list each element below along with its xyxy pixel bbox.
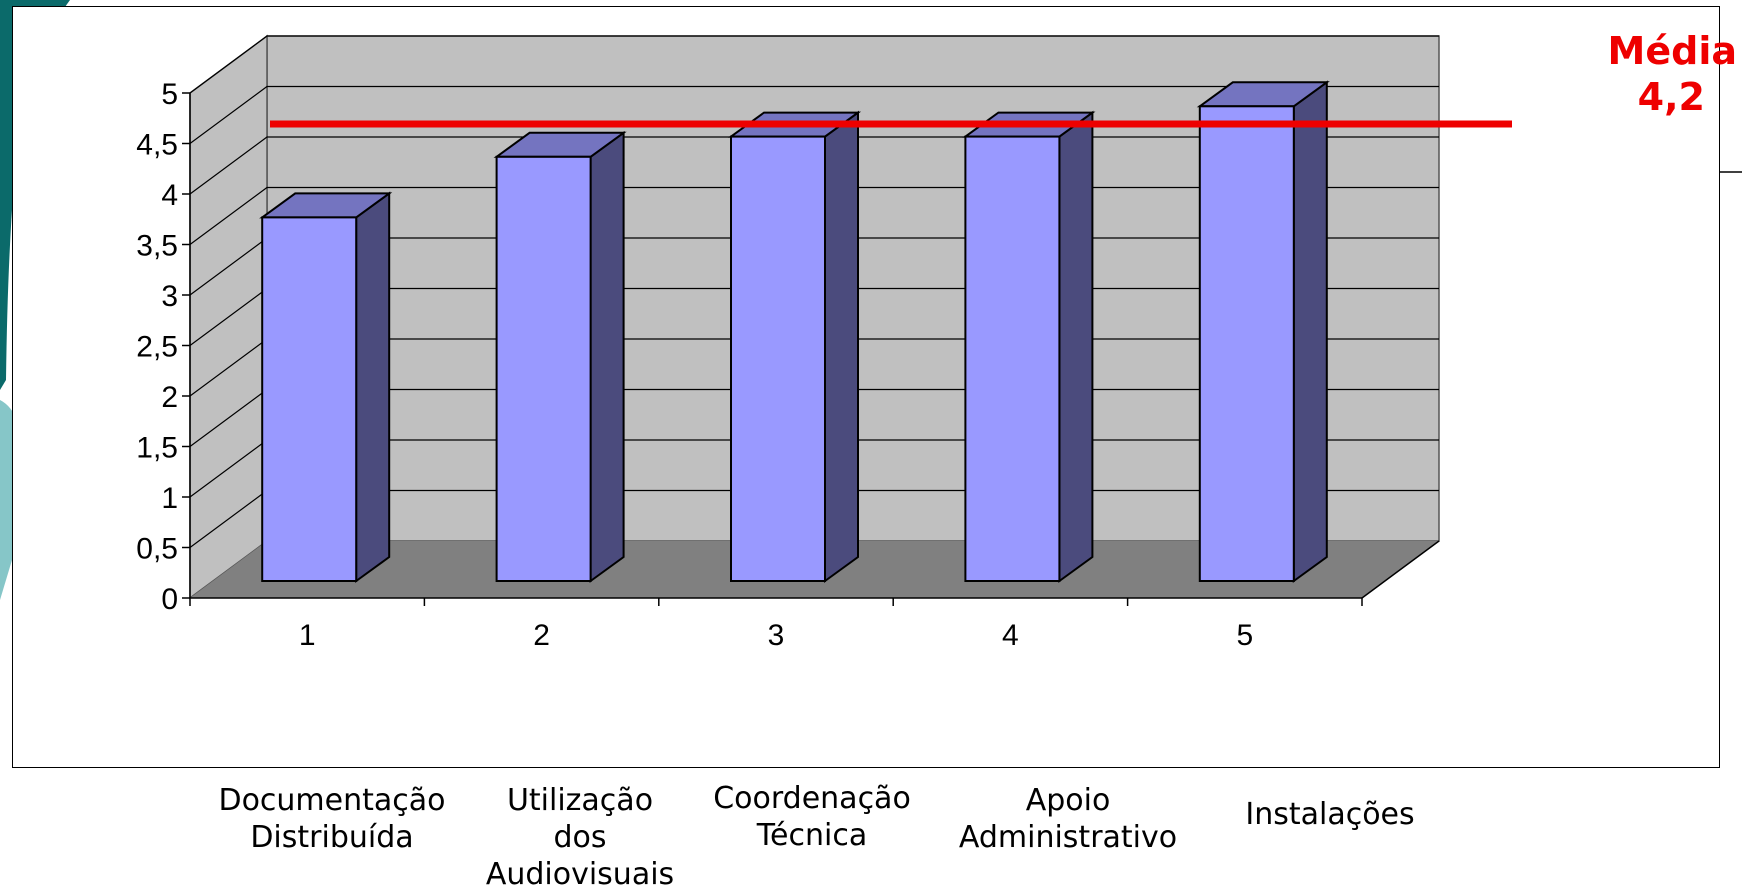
x-tick-label: 3 — [768, 619, 785, 652]
bar-side — [824, 110, 859, 583]
y-tick-label: 0 — [161, 583, 178, 616]
y-tick-label: 3 — [161, 280, 178, 313]
gridline — [189, 85, 1439, 144]
gridline — [189, 35, 1439, 94]
bar-side — [1292, 80, 1328, 583]
average-label-line2: 4,2 — [1638, 75, 1705, 119]
bar-side — [1058, 110, 1094, 583]
x-tick-label: 5 — [1236, 619, 1253, 652]
y-tick-label: 1,5 — [136, 432, 178, 465]
x-tick-label: 4 — [1002, 619, 1019, 652]
y-tick-label: 1 — [161, 482, 178, 515]
bar-side — [355, 191, 391, 583]
y-tick-label: 5 — [161, 78, 178, 111]
chart-bars — [259, 80, 1330, 583]
category-description: Utilização dos Audiovisuais — [485, 783, 675, 892]
bar-front — [964, 135, 1061, 582]
bar-front — [730, 135, 826, 582]
category-description: Coordenação Técnica — [713, 781, 911, 853]
bar-front — [1198, 105, 1295, 583]
bar — [727, 110, 862, 583]
bar — [259, 191, 393, 583]
y-tick-label: 4,5 — [136, 129, 178, 162]
floor-edge — [1361, 540, 1440, 599]
category-description: Instalações — [1245, 797, 1415, 832]
y-axis-ticks: 0 0,5 1 1,5 2 2,5 3 3,5 4 4,5 5 — [136, 78, 190, 616]
y-tick-label: 0,5 — [136, 533, 178, 566]
bar — [493, 130, 627, 583]
bar-front — [261, 216, 358, 582]
x-tick-label: 1 — [299, 619, 316, 652]
average-label-line1: Média — [1608, 29, 1737, 73]
y-tick-label: 4 — [161, 179, 178, 212]
y-tick-label: 2,5 — [136, 331, 178, 364]
bar-side — [589, 130, 625, 583]
category-description: Apoio Administrativo — [958, 783, 1178, 855]
x-axis-ticks: 1 2 3 4 5 — [189, 598, 1363, 652]
bar — [962, 110, 1096, 583]
x-tick-label: 2 — [533, 619, 550, 652]
bar — [1196, 80, 1330, 583]
y-tick-label: 2 — [161, 381, 178, 414]
category-description: Documentação Distribuída — [218, 783, 446, 855]
bar-front — [495, 155, 592, 583]
y-tick-label: 3,5 — [136, 230, 178, 263]
